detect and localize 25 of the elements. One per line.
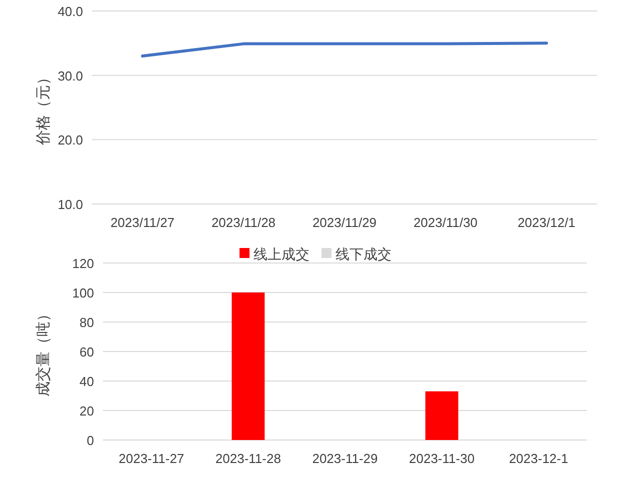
x-tick-label: 2023/11/28 <box>211 215 276 230</box>
y-tick-label: 80 <box>80 315 94 330</box>
y-tick-label: 30.0 <box>58 68 83 84</box>
x-tick-label: 2023-11-27 <box>118 451 184 466</box>
y-tick-label: 60 <box>80 344 94 360</box>
y-tick-label: 40.0 <box>58 4 83 19</box>
y-tick-label: 100 <box>72 286 94 300</box>
x-tick-label: 2023-11-29 <box>312 451 378 466</box>
y-tick-label: 0 <box>86 433 94 448</box>
legend-label: 线下成交 <box>336 246 392 262</box>
y-tick-label: 20 <box>80 404 94 418</box>
y-tick-label: 10.0 <box>58 197 83 212</box>
x-tick-label: 2023/12/1 <box>518 215 576 230</box>
x-tick-label: 2023-12-1 <box>508 451 568 466</box>
x-tick-label: 2023/11/29 <box>312 215 377 230</box>
legend-label: 线上成交 <box>254 246 310 262</box>
y-tick-label: 40 <box>80 374 94 389</box>
y-tick-label: 120 <box>72 256 94 271</box>
x-tick-label: 2023/11/27 <box>110 215 175 230</box>
x-tick-label: 2023-11-30 <box>409 451 475 466</box>
x-tick-label: 2023/11/30 <box>413 215 478 230</box>
x-tick-label: 2023-11-28 <box>215 451 281 466</box>
y-axis-title: 成交量（吨） <box>34 306 52 396</box>
y-axis-title: 价格（元） <box>34 70 52 146</box>
y-tick-label: 20.0 <box>58 132 83 148</box>
